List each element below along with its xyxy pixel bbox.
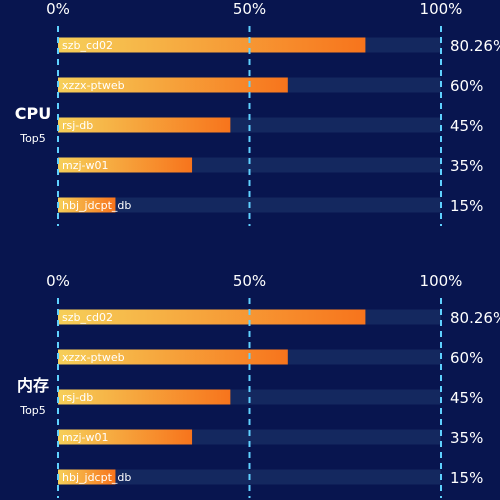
bar[interactable] xyxy=(58,389,231,405)
bar-row: hbj_jdcpt_db 15% xyxy=(58,469,483,487)
category-label: xzzx-ptweb xyxy=(62,79,125,92)
value-label: 80.26% xyxy=(450,37,500,55)
tick-label: 0% xyxy=(46,0,70,18)
bar[interactable] xyxy=(58,429,193,445)
value-label: 45% xyxy=(450,389,483,407)
side-title: CPU xyxy=(15,104,51,123)
bar[interactable] xyxy=(58,469,116,485)
tick-label: 100% xyxy=(420,272,463,290)
bar-row: szb_cd02 80.26% xyxy=(58,37,500,55)
category-label: rsj-db xyxy=(62,391,93,404)
category-label: mzj-w01 xyxy=(62,431,109,444)
side-subtitle: Top5 xyxy=(19,404,46,417)
value-label: 45% xyxy=(450,117,483,135)
value-label: 35% xyxy=(450,429,483,447)
bar-row: szb_cd02 80.26% xyxy=(58,309,500,327)
side-title: 内存 xyxy=(17,376,49,395)
value-label: 80.26% xyxy=(450,309,500,327)
value-label: 15% xyxy=(450,469,483,487)
value-label: 35% xyxy=(450,157,483,175)
category-label: xzzx-ptweb xyxy=(62,351,125,364)
bar[interactable] xyxy=(58,117,231,133)
category-label: rsj-db xyxy=(62,119,93,132)
bar[interactable] xyxy=(58,37,366,53)
bar[interactable] xyxy=(58,157,193,173)
bar[interactable] xyxy=(58,309,366,325)
category-label: hbj_jdcpt_db xyxy=(62,471,131,484)
bar[interactable] xyxy=(58,77,288,93)
value-label: 60% xyxy=(450,77,483,95)
bar-row: mzj-w01 35% xyxy=(58,157,483,175)
side-subtitle: Top5 xyxy=(19,132,46,145)
bar-chart-1: szb_cd02 80.26% xzzx-ptweb 60% rsj-db 45% mzj-… xyxy=(17,272,500,498)
category-label: szb_cd02 xyxy=(62,311,113,324)
category-label: mzj-w01 xyxy=(62,159,109,172)
value-label: 15% xyxy=(450,197,483,215)
bar-row: rsj-db 45% xyxy=(58,389,483,407)
tick-label: 0% xyxy=(46,272,70,290)
category-label: hbj_jdcpt_db xyxy=(62,199,131,212)
bar-row: hbj_jdcpt_db 15% xyxy=(58,197,483,215)
bar[interactable] xyxy=(58,349,288,365)
bar[interactable] xyxy=(58,197,116,213)
bar-row: xzzx-ptweb 60% xyxy=(58,77,483,95)
bar-row: xzzx-ptweb 60% xyxy=(58,349,483,367)
bar-row: rsj-db 45% xyxy=(58,117,483,135)
category-label: szb_cd02 xyxy=(62,39,113,52)
bar-row: mzj-w01 35% xyxy=(58,429,483,447)
bar-chart-0: szb_cd02 80.26% xzzx-ptweb 60% rsj-db 45% mzj-… xyxy=(15,0,500,226)
tick-label: 100% xyxy=(420,0,463,18)
tick-label: 50% xyxy=(233,272,266,290)
value-label: 60% xyxy=(450,349,483,367)
tick-label: 50% xyxy=(233,0,266,18)
